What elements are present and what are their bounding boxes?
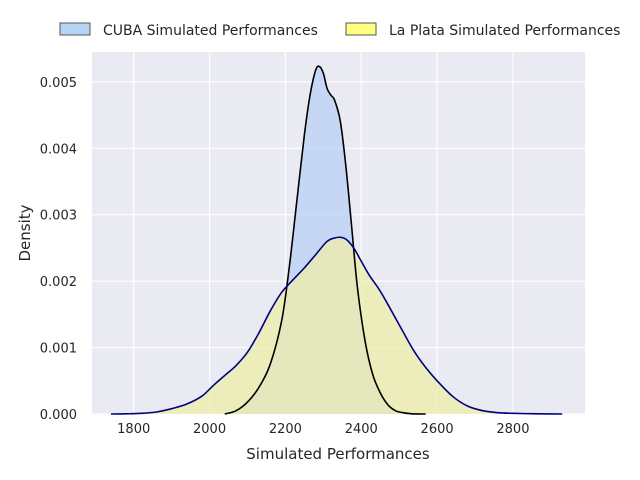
y-tick-label: 0.002 — [40, 275, 77, 290]
legend: CUBA Simulated Performances La Plata Sim… — [59, 22, 620, 39]
legend-label-cuba: CUBA Simulated Performances — [103, 23, 318, 39]
x-tick-label: 2600 — [421, 422, 454, 437]
y-tick-label: 0.004 — [40, 142, 77, 157]
tick-labels: 1800 2000 2200 2400 2600 2800 0.000 0.001 0.002 0… — [40, 76, 530, 437]
x-tick-label: 2000 — [193, 422, 226, 437]
density-line-la — [110, 236, 563, 415]
y-tick-label: 0.005 — [40, 76, 77, 91]
legend-label-la-plata: La Plata Simulated Performances — [389, 23, 620, 39]
y-tick-label: 0.003 — [40, 209, 77, 224]
x-axis-label: Simulated Performances — [246, 445, 430, 463]
x-tick-label: 1800 — [117, 422, 150, 437]
x-tick-label: 2200 — [269, 422, 302, 437]
y-tick-label: 0.000 — [40, 408, 77, 423]
legend-swatch-la-plata — [345, 22, 377, 36]
y-tick-label: 0.001 — [40, 342, 77, 357]
density-line-cuba — [224, 65, 426, 415]
x-tick-label: 2400 — [345, 422, 378, 437]
series-layer — [110, 65, 563, 415]
x-tick-label: 2800 — [496, 422, 529, 437]
legend-swatch-cuba — [59, 22, 91, 36]
density-area-cuba — [224, 66, 426, 414]
density-area-la — [110, 237, 563, 414]
y-axis-label: Density — [16, 204, 34, 261]
